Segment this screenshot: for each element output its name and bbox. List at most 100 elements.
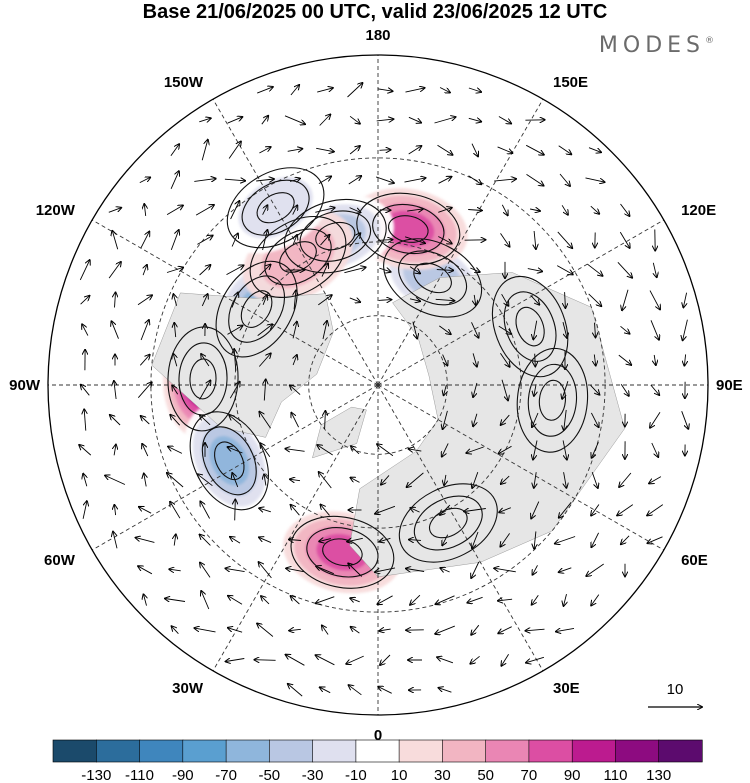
colorbar-swatch: [658, 739, 703, 763]
wind-arrow: [165, 599, 186, 602]
wind-arrow: [261, 116, 268, 125]
wind-arrow: [81, 385, 90, 396]
wind-arrow: [468, 210, 482, 211]
wind-arrow: [534, 531, 536, 548]
wind-arrow: [525, 144, 544, 154]
wind-arrow: [140, 320, 149, 341]
wind-arrow: [200, 563, 211, 578]
wind-arrow: [501, 204, 507, 215]
wind-arrow: [230, 537, 241, 544]
wind-arrow: [259, 147, 270, 154]
reference-vector: 10: [648, 681, 702, 707]
wind-arrow: [319, 539, 331, 542]
wind-arrow: [320, 687, 331, 694]
wind-arrow: [533, 565, 538, 574]
wind-arrow: [468, 118, 481, 121]
wind-arrow: [316, 148, 334, 151]
wind-arrow: [404, 236, 425, 243]
meridian-line: [212, 384, 379, 672]
wind-arrow: [585, 177, 605, 182]
wind-arrow: [289, 629, 301, 630]
wind-arrow: [259, 537, 272, 544]
wind-arrow: [586, 563, 604, 576]
wind-arrow: [264, 380, 265, 401]
latitude-circle: [308, 315, 448, 455]
wind-arrow: [620, 325, 630, 333]
wind-vectors: [79, 83, 688, 697]
wind-arrow: [227, 117, 243, 124]
wind-arrow: [498, 116, 511, 124]
wind-arrow: [315, 208, 334, 213]
wind-arrow: [381, 475, 390, 484]
wind-arrow: [404, 178, 426, 183]
wind-arrow: [263, 295, 267, 305]
streamline-ring: [214, 441, 245, 481]
wind-arrow: [591, 532, 600, 547]
wind-arrow: [440, 568, 450, 572]
wind-arrow: [653, 262, 656, 277]
wind-arrow: [471, 143, 478, 157]
wind-arrow: [141, 416, 150, 425]
wind-arrow: [443, 410, 448, 429]
wind-arrow: [290, 385, 301, 395]
wind-arrow: [562, 321, 567, 338]
wind-arrow: [168, 447, 183, 454]
wind-arrow: [174, 323, 175, 338]
wind-arrow: [170, 171, 179, 189]
wind-arrow: [112, 231, 119, 250]
wind-arrow: [590, 412, 598, 427]
streamline-ring: [413, 495, 483, 551]
wind-arrow: [170, 502, 181, 519]
wind-arrow: [378, 687, 392, 694]
wind-arrow: [166, 205, 183, 215]
wind-arrow: [380, 538, 391, 541]
wind-arrow: [434, 117, 456, 124]
wind-arrow: [138, 566, 153, 575]
wind-arrow: [112, 321, 119, 339]
wind-arrow: [287, 149, 303, 152]
wind-arrow: [591, 471, 598, 488]
longitude-label: 60E: [681, 552, 708, 569]
wind-arrow: [262, 205, 268, 215]
wind-arrow: [257, 87, 273, 94]
streamline-ring: [372, 203, 445, 255]
wind-arrow: [195, 205, 214, 216]
wind-arrow: [530, 209, 540, 211]
wind-arrow: [470, 655, 480, 663]
wind-arrow: [472, 531, 479, 548]
wind-arrow: [195, 628, 216, 633]
wind-arrow: [650, 320, 659, 339]
wind-arrow: [293, 355, 297, 366]
wind-arrow: [649, 290, 660, 310]
streamline-ring: [387, 215, 429, 243]
longitude-labels: 180 150E 120E 90E 60E 30E 0 30W 60W 90W 120W 150W: [9, 27, 743, 744]
wind-arrow: [351, 446, 360, 455]
colorbar-swatch: [615, 739, 660, 763]
wind-arrow: [230, 201, 240, 220]
wind-arrow: [651, 442, 658, 457]
wind-arrow: [316, 596, 335, 604]
wind-arrow: [224, 179, 245, 181]
wind-arrow: [533, 320, 536, 340]
wind-arrow: [139, 507, 152, 514]
wind-arrow: [619, 231, 629, 248]
longitude-label: 150E: [553, 74, 588, 91]
wind-arrow: [325, 411, 326, 430]
wind-arrow: [200, 535, 211, 546]
wind-arrow: [439, 325, 450, 334]
wind-arrow: [375, 176, 394, 183]
wind-arrow: [292, 322, 297, 339]
wind-arrow: [405, 88, 425, 93]
land-shape: [151, 292, 334, 438]
wind-arrow: [595, 322, 596, 338]
wind-arrow: [144, 474, 146, 487]
wind-arrow: [144, 204, 145, 216]
colorbar-swatch: [485, 739, 530, 763]
wind-arrow: [559, 567, 572, 572]
longitude-label: 180: [365, 27, 390, 44]
wind-arrow: [497, 146, 513, 153]
streamlines: [167, 167, 589, 589]
wind-arrow: [620, 203, 630, 216]
wind-arrow: [115, 293, 116, 308]
wind-arrow: [108, 262, 121, 279]
